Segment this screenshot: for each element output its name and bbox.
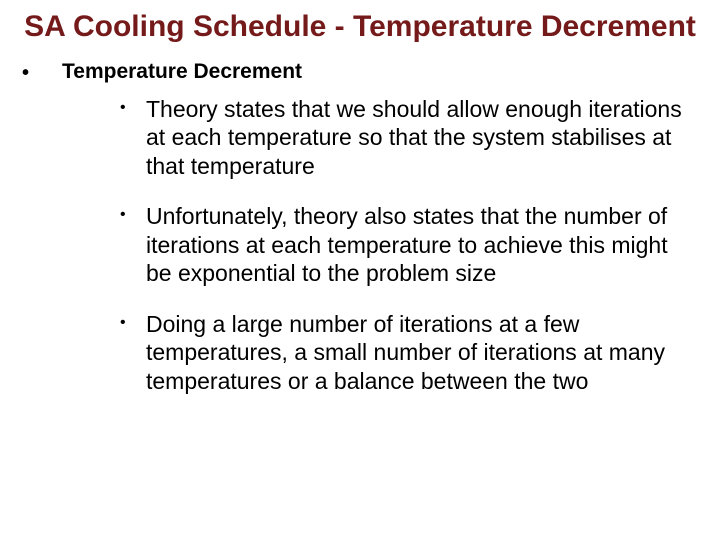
- bullet-icon: •: [120, 202, 146, 224]
- list-item: • Doing a large number of iterations at …: [120, 310, 682, 396]
- bullet-icon: •: [120, 310, 146, 332]
- slide: SA Cooling Schedule - Temperature Decrem…: [0, 0, 720, 540]
- bullet-icon: •: [20, 59, 62, 85]
- outer-list-item: • Temperature Decrement: [20, 59, 700, 85]
- inner-list: • Theory states that we should allow eno…: [120, 95, 682, 396]
- point-text: Theory states that we should allow enoug…: [146, 95, 682, 181]
- list-item: • Unfortunately, theory also states that…: [120, 202, 682, 288]
- bullet-icon: •: [120, 95, 146, 117]
- list-item: • Theory states that we should allow eno…: [120, 95, 682, 181]
- section-heading: Temperature Decrement: [62, 59, 302, 84]
- point-text: Unfortunately, theory also states that t…: [146, 202, 682, 288]
- slide-title: SA Cooling Schedule - Temperature Decrem…: [20, 10, 700, 45]
- point-text: Doing a large number of iterations at a …: [146, 310, 682, 396]
